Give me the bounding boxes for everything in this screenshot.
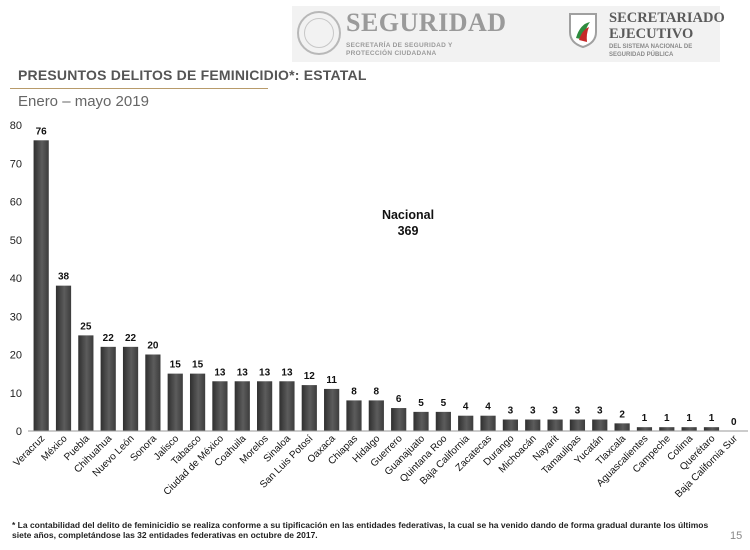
bar-value-label: 76: [36, 126, 48, 137]
bar: [525, 419, 541, 431]
y-axis: 0 10 20 30 40 50 60 70 80: [10, 120, 22, 438]
y-tick-label: 40: [10, 273, 22, 285]
bar-value-label: 13: [259, 367, 271, 378]
bar: [257, 381, 273, 431]
bar: [279, 381, 295, 431]
national-seal-icon: [297, 11, 341, 55]
bar: [55, 285, 72, 431]
bar-value-label: 1: [686, 413, 692, 424]
bar-value-label: 5: [418, 398, 424, 409]
bar: [368, 400, 384, 431]
bar: [346, 400, 362, 431]
bar: [569, 419, 586, 431]
title-divider: [10, 88, 268, 89]
y-tick-label: 50: [10, 235, 22, 247]
bar-value-label: 25: [80, 321, 92, 332]
bar-value-label: 1: [642, 413, 648, 424]
y-tick-label: 60: [10, 197, 22, 209]
bar-value-label: 1: [664, 413, 670, 424]
header-banner: [292, 6, 720, 62]
bar-value-label: 4: [485, 402, 491, 413]
y-tick-label: 20: [10, 350, 22, 362]
bar-value-label: 3: [530, 406, 536, 417]
secretariado-logo-subtitle: DEL SISTEMA NACIONAL DE SEGURIDAD PÚBLIC…: [609, 44, 693, 58]
national-total-label: Nacional: [382, 208, 434, 222]
bar: [547, 419, 563, 431]
y-tick-label: 80: [10, 120, 22, 132]
x-tick-label: Veracruz: [12, 433, 48, 469]
seguridad-logo-title: SEGURIDAD: [346, 8, 507, 37]
bar-value-label: 8: [351, 386, 357, 397]
bar-value-label: 2: [619, 409, 625, 420]
bar-value-label: 22: [125, 333, 137, 344]
bar-value-label: 15: [170, 360, 182, 371]
bar-value-label: 3: [597, 406, 603, 417]
y-tick-label: 30: [10, 311, 22, 323]
bar-value-label: 3: [552, 406, 558, 417]
bar: [592, 419, 608, 431]
bar: [703, 427, 720, 431]
bar-value-label: 1: [709, 413, 715, 424]
y-tick-label: 70: [10, 158, 22, 170]
bar-value-label: 4: [463, 402, 469, 413]
bar-value-label: 5: [441, 398, 447, 409]
secretariado-shield-icon: [569, 13, 597, 48]
bar: [636, 427, 653, 431]
bar: [145, 354, 161, 431]
page-number: 15: [730, 530, 743, 542]
bar: [391, 408, 407, 431]
bar: [502, 419, 518, 431]
bar-value-label: 20: [147, 341, 159, 352]
footnote: * La contabilidad del delito de feminici…: [12, 520, 709, 540]
bar-value-label: 6: [396, 394, 402, 405]
bar: [480, 415, 496, 431]
bar: [78, 335, 94, 431]
bar: [681, 427, 697, 431]
bar-value-label: 22: [103, 333, 115, 344]
bar-value-label: 11: [326, 375, 337, 386]
bar: [614, 423, 630, 431]
bars-group: [33, 140, 720, 432]
y-tick-label: 10: [10, 388, 22, 400]
bar: [659, 427, 675, 431]
page-title: PRESUNTOS DELITOS DE FEMINICIDIO*: ESTAT…: [18, 67, 367, 83]
national-total-value: 369: [398, 224, 419, 238]
bar: [167, 373, 183, 431]
bar-value-label: 38: [58, 272, 70, 283]
page-subtitle: Enero – mayo 2019: [18, 93, 149, 110]
bar: [458, 415, 474, 431]
secretariado-logo-title: SECRETARIADO EJECUTIVO: [609, 10, 725, 42]
bar: [301, 385, 317, 431]
bar-value-label: 12: [304, 371, 316, 382]
bar: [234, 381, 250, 431]
bar-value-label: 0: [731, 417, 737, 428]
bar-value-label: 3: [508, 406, 514, 417]
bar: [212, 381, 228, 431]
bar-value-label: 8: [374, 386, 380, 397]
bar: [122, 346, 139, 431]
bar: [413, 411, 429, 431]
bar-value-label: 15: [192, 360, 204, 371]
y-tick-label: 0: [16, 426, 22, 438]
seguridad-logo-subtitle: SECRETARÍA DE SEGURIDAD Y PROTECCIÓN CIU…: [346, 42, 453, 57]
bar-value-label: 3: [575, 406, 581, 417]
bar-value-label: 13: [281, 367, 293, 378]
bar: [435, 411, 451, 431]
bar: [189, 373, 206, 431]
bar-value-label: 13: [214, 367, 226, 378]
bar: [324, 388, 340, 431]
bar: [100, 346, 116, 431]
bar-value-label: 13: [237, 367, 249, 378]
bar: [33, 140, 49, 432]
